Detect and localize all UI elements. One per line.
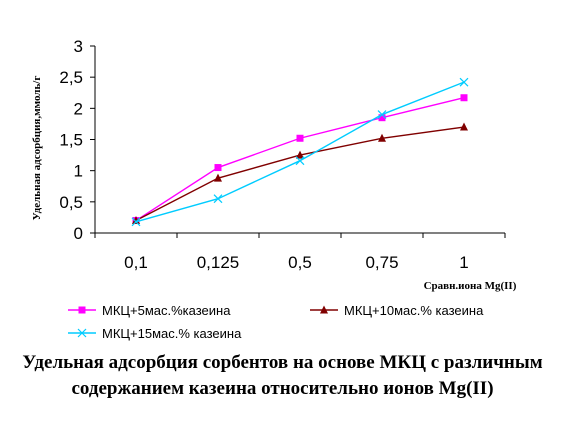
- data-point: [131, 217, 141, 227]
- series-2: [132, 122, 468, 225]
- series-line: [135, 97, 465, 222]
- legend: МКЦ+5мас.%казеина МКЦ+10мас.% казеина МКЦ+…: [68, 303, 484, 341]
- x-tick-label: 0,75: [365, 253, 398, 272]
- y-axis-label: Удельная адсорбция,ммоль/г: [31, 76, 43, 221]
- data-point: [214, 173, 222, 182]
- data-point: [296, 134, 304, 142]
- y-tick-label: 1,5: [59, 131, 83, 150]
- data-point: [78, 306, 86, 314]
- data-point: [213, 194, 223, 204]
- legend-item: МКЦ+5мас.%казеина: [68, 303, 231, 318]
- series-1: [132, 94, 468, 225]
- y-tick-label: 0: [74, 224, 83, 243]
- x-axis-label: Сравн.иона Mg(II): [424, 280, 517, 292]
- series-3: [131, 77, 469, 227]
- y-tick-label: 1: [74, 162, 83, 181]
- legend-label: МКЦ+10мас.% казеина: [344, 303, 484, 318]
- chart-caption: Удельная адсорбция сорбентов на основе М…: [22, 352, 543, 399]
- legend-item: МКЦ+10мас.% казеина: [310, 303, 484, 318]
- x-tick-label: 0,125: [197, 253, 240, 272]
- legend-label: МКЦ+15мас.% казеина: [102, 326, 242, 341]
- y-tick-label: 2,5: [59, 68, 83, 87]
- x-tick-label: 0,5: [288, 253, 312, 272]
- y-tick-label: 2: [74, 99, 83, 118]
- chart-axes: [90, 45, 506, 238]
- data-point: [460, 94, 468, 102]
- tick-labels: 0 0,5 1 1,5 2 2,5 3 0,1 0,125 0,5 0,75 1: [59, 37, 468, 272]
- x-tick-label: 1: [459, 253, 468, 272]
- data-point: [377, 110, 387, 119]
- data-point: [132, 216, 140, 225]
- data-point: [460, 122, 468, 131]
- data-point: [378, 114, 386, 122]
- legend-label: МКЦ+5мас.%казеина: [102, 303, 231, 318]
- data-point: [320, 305, 328, 314]
- data-point: [214, 164, 222, 172]
- data-point: [296, 150, 304, 159]
- series-layer: [131, 77, 469, 227]
- data-point: [378, 133, 386, 142]
- data-point: [77, 328, 87, 338]
- data-point: [459, 77, 469, 87]
- y-tick-label: 3: [74, 37, 83, 56]
- line-chart: 0 0,5 1 1,5 2 2,5 3 0,1 0,125 0,5 0,75 1 Удельная а…: [31, 37, 517, 341]
- x-tick-label: 0,1: [124, 253, 148, 272]
- legend-item: МКЦ+15мас.% казеина: [68, 326, 242, 341]
- y-tick-label: 0,5: [59, 193, 83, 212]
- data-point: [295, 156, 305, 166]
